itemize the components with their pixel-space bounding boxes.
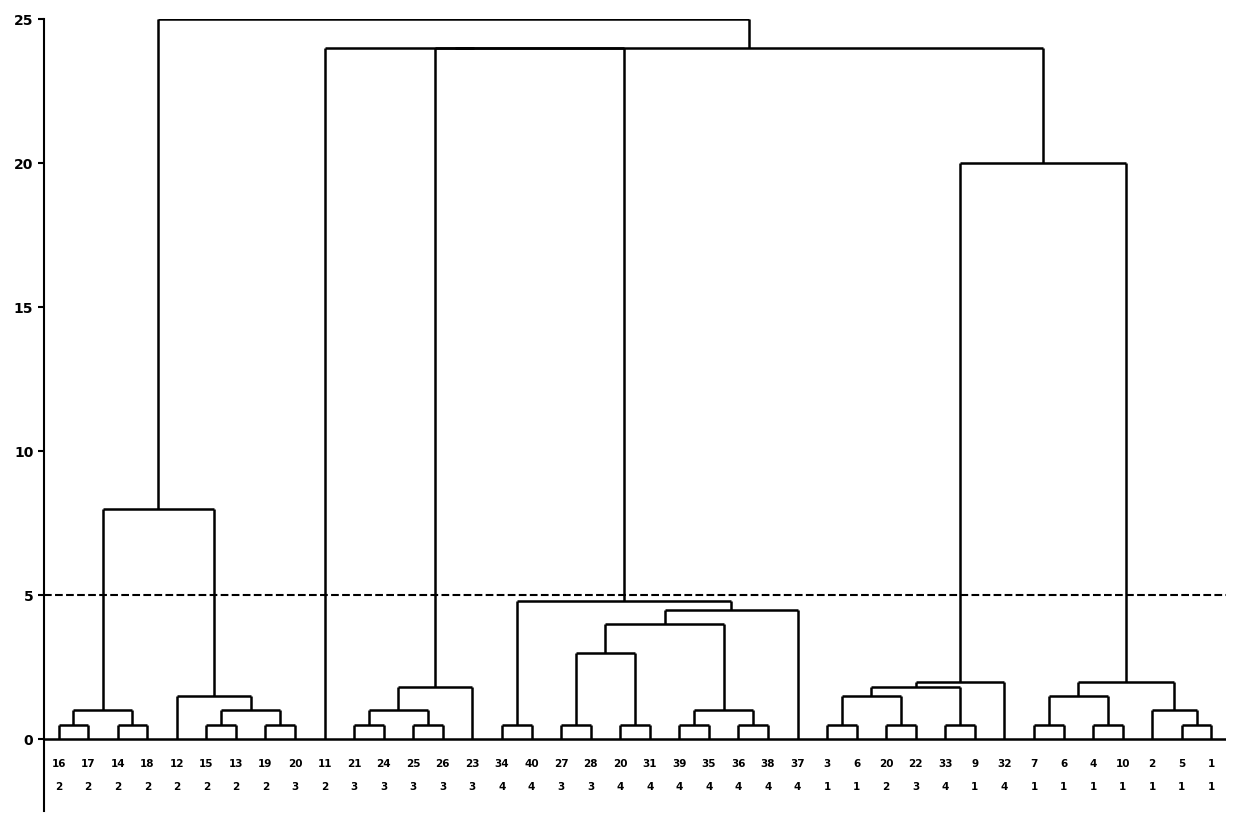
Text: 1: 1	[1060, 782, 1068, 792]
Text: 26: 26	[435, 759, 450, 769]
Text: 2: 2	[203, 782, 210, 792]
Text: 12: 12	[170, 759, 184, 769]
Text: 20: 20	[879, 759, 894, 769]
Text: 4: 4	[1090, 759, 1097, 769]
Text: 3: 3	[409, 782, 417, 792]
Text: 3: 3	[823, 759, 831, 769]
Text: 2: 2	[883, 782, 890, 792]
Text: 3: 3	[351, 782, 358, 792]
Text: 4: 4	[735, 782, 742, 792]
Text: 31: 31	[642, 759, 657, 769]
Text: 7: 7	[1030, 759, 1038, 769]
Text: 23: 23	[465, 759, 480, 769]
Text: 3: 3	[913, 782, 919, 792]
Text: 3: 3	[587, 782, 594, 792]
Text: 13: 13	[228, 759, 243, 769]
Text: 9: 9	[971, 759, 978, 769]
Text: 1: 1	[853, 782, 861, 792]
Text: 11: 11	[317, 759, 332, 769]
Text: 4: 4	[528, 782, 536, 792]
Text: 35: 35	[702, 759, 717, 769]
Text: 1: 1	[1208, 759, 1215, 769]
Text: 1: 1	[971, 782, 978, 792]
Text: 2: 2	[55, 782, 62, 792]
Text: 21: 21	[347, 759, 361, 769]
Text: 6: 6	[1060, 759, 1068, 769]
Text: 15: 15	[200, 759, 213, 769]
Text: 19: 19	[258, 759, 273, 769]
Text: 1: 1	[823, 782, 831, 792]
Text: 16: 16	[51, 759, 66, 769]
Text: 1: 1	[1208, 782, 1215, 792]
Text: 4: 4	[498, 782, 506, 792]
Text: 3: 3	[439, 782, 446, 792]
Text: 3: 3	[291, 782, 299, 792]
Text: 1: 1	[1178, 782, 1185, 792]
Text: 4: 4	[1001, 782, 1008, 792]
Text: 27: 27	[554, 759, 568, 769]
Text: 4: 4	[764, 782, 771, 792]
Text: 1: 1	[1148, 782, 1156, 792]
Text: 4: 4	[794, 782, 801, 792]
Text: 18: 18	[140, 759, 155, 769]
Text: 1: 1	[1030, 782, 1038, 792]
Text: 3: 3	[469, 782, 476, 792]
Text: 4: 4	[706, 782, 713, 792]
Text: 28: 28	[583, 759, 598, 769]
Text: 2: 2	[1148, 759, 1156, 769]
Text: 2: 2	[84, 782, 92, 792]
Text: 4: 4	[941, 782, 949, 792]
Text: 25: 25	[405, 759, 420, 769]
Text: 39: 39	[672, 759, 687, 769]
Text: 20: 20	[288, 759, 303, 769]
Text: 5: 5	[1178, 759, 1185, 769]
Text: 4: 4	[616, 782, 624, 792]
Text: 3: 3	[381, 782, 387, 792]
Text: 36: 36	[732, 759, 745, 769]
Text: 6: 6	[853, 759, 861, 769]
Text: 40: 40	[525, 759, 539, 769]
Text: 37: 37	[790, 759, 805, 769]
Text: 17: 17	[81, 759, 95, 769]
Text: 2: 2	[114, 782, 122, 792]
Text: 2: 2	[232, 782, 239, 792]
Text: 34: 34	[495, 759, 510, 769]
Text: 4: 4	[676, 782, 683, 792]
Text: 2: 2	[321, 782, 329, 792]
Text: 14: 14	[110, 759, 125, 769]
Text: 2: 2	[174, 782, 181, 792]
Text: 32: 32	[997, 759, 1012, 769]
Text: 24: 24	[377, 759, 391, 769]
Text: 2: 2	[262, 782, 269, 792]
Text: 1: 1	[1090, 782, 1096, 792]
Text: 4: 4	[646, 782, 653, 792]
Text: 2: 2	[144, 782, 151, 792]
Text: 3: 3	[558, 782, 564, 792]
Text: 22: 22	[909, 759, 923, 769]
Text: 1: 1	[1118, 782, 1126, 792]
Text: 10: 10	[1116, 759, 1130, 769]
Text: 38: 38	[760, 759, 775, 769]
Text: 33: 33	[939, 759, 952, 769]
Text: 20: 20	[613, 759, 627, 769]
